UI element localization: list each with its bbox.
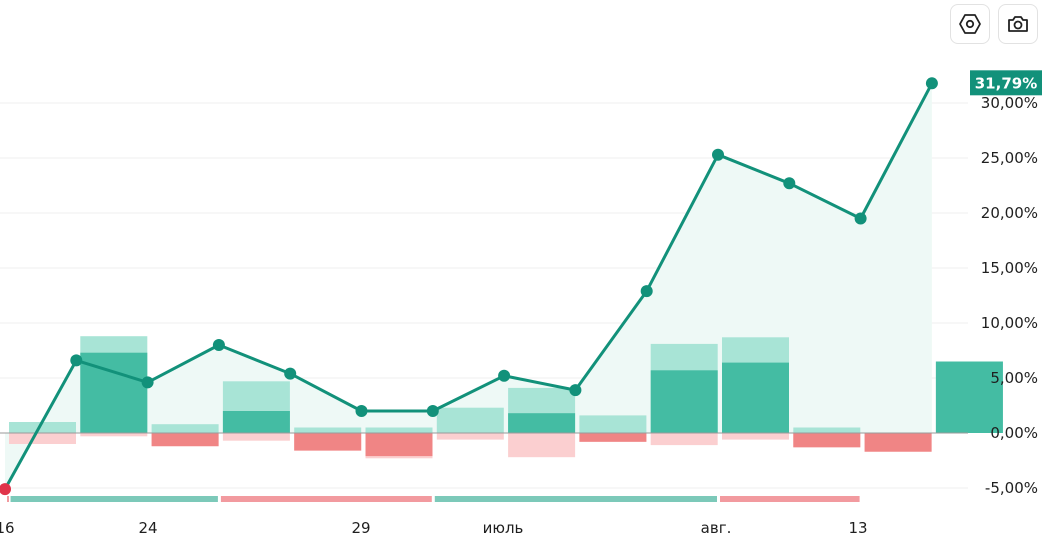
line-point <box>212 339 225 351</box>
x-tick-label: 24 <box>138 519 157 537</box>
line-point <box>569 384 582 397</box>
x-tick-label: 16 <box>0 519 15 537</box>
period-strip-segment <box>720 496 860 502</box>
y-tick-label: -5,00% <box>985 479 1038 497</box>
bar-negative <box>151 433 219 447</box>
bar-negative <box>579 433 647 442</box>
y-tick-label: 0,00% <box>990 424 1038 442</box>
line-point <box>712 148 724 161</box>
x-tick-label: авг. <box>701 519 732 537</box>
line-point <box>284 367 297 380</box>
period-strip <box>7 496 860 502</box>
bar-positive-light <box>151 424 219 433</box>
line-point <box>925 77 938 90</box>
y-tick-label: 25,00% <box>981 149 1038 167</box>
bar-positive-light <box>294 427 362 433</box>
bar-positive <box>650 370 718 433</box>
bar-positive-light <box>9 422 76 433</box>
line-point <box>141 376 154 389</box>
bar-negative-light <box>650 433 718 446</box>
line-point <box>70 354 83 367</box>
y-tick-label: 10,00% <box>981 314 1038 332</box>
chart-settings-button[interactable] <box>950 4 990 44</box>
bar-positive-light <box>793 427 861 433</box>
last-value-badge-bg <box>970 70 1042 96</box>
bar-negative <box>365 433 433 457</box>
y-tick-label: 20,00% <box>981 204 1038 222</box>
line-point <box>854 212 867 225</box>
line-point <box>783 177 796 190</box>
bar-negative-light <box>508 433 576 458</box>
y-tick-label: 30,00% <box>981 94 1038 112</box>
x-axis: 16 24 29 июль авг. 13 <box>0 519 868 537</box>
bar-positive-light <box>579 415 647 433</box>
x-tick-label: июль <box>483 519 524 537</box>
bar-positive <box>222 411 290 433</box>
bar-negative <box>793 433 861 448</box>
line-point <box>640 285 653 298</box>
y-axis: 30,00% 25,00% 20,00% 15,00% 10,00% 5,00% 0,00%… <box>981 94 1038 497</box>
y-tick-label: 5,00% <box>990 369 1038 387</box>
bar-negative-light <box>80 433 148 437</box>
period-strip-segment <box>220 496 432 502</box>
bar-positive <box>722 362 789 433</box>
bar-negative-light <box>436 433 504 440</box>
last-value-badge: 31,79% <box>970 70 1042 96</box>
line-point <box>0 483 11 496</box>
period-strip-segment <box>7 496 9 502</box>
period-strip-segment <box>10 496 218 502</box>
line-point <box>498 369 511 382</box>
bar-positive <box>935 361 1003 433</box>
line-point <box>355 405 368 417</box>
chart-screenshot-button[interactable] <box>998 4 1038 44</box>
x-tick-label: 13 <box>848 519 867 537</box>
bar-positive-light <box>365 427 433 433</box>
bar-positive-light <box>436 407 504 433</box>
bar-positive <box>508 413 576 433</box>
line-points <box>0 77 938 496</box>
bar-negative-light <box>722 433 789 440</box>
bar-series <box>9 336 1003 459</box>
line-point <box>426 405 439 417</box>
return-line <box>3 82 934 490</box>
bar-negative-light <box>9 433 76 444</box>
hexagon-settings-icon <box>959 14 981 34</box>
bar-negative-light <box>222 433 290 441</box>
x-tick-label: 29 <box>351 519 370 537</box>
period-strip-segment <box>434 496 717 502</box>
bar-negative <box>864 433 932 452</box>
bar-negative <box>294 433 362 451</box>
y-tick-label: 15,00% <box>981 259 1038 277</box>
camera-icon <box>1008 16 1028 32</box>
last-value-label: 31,79% <box>975 74 1037 92</box>
